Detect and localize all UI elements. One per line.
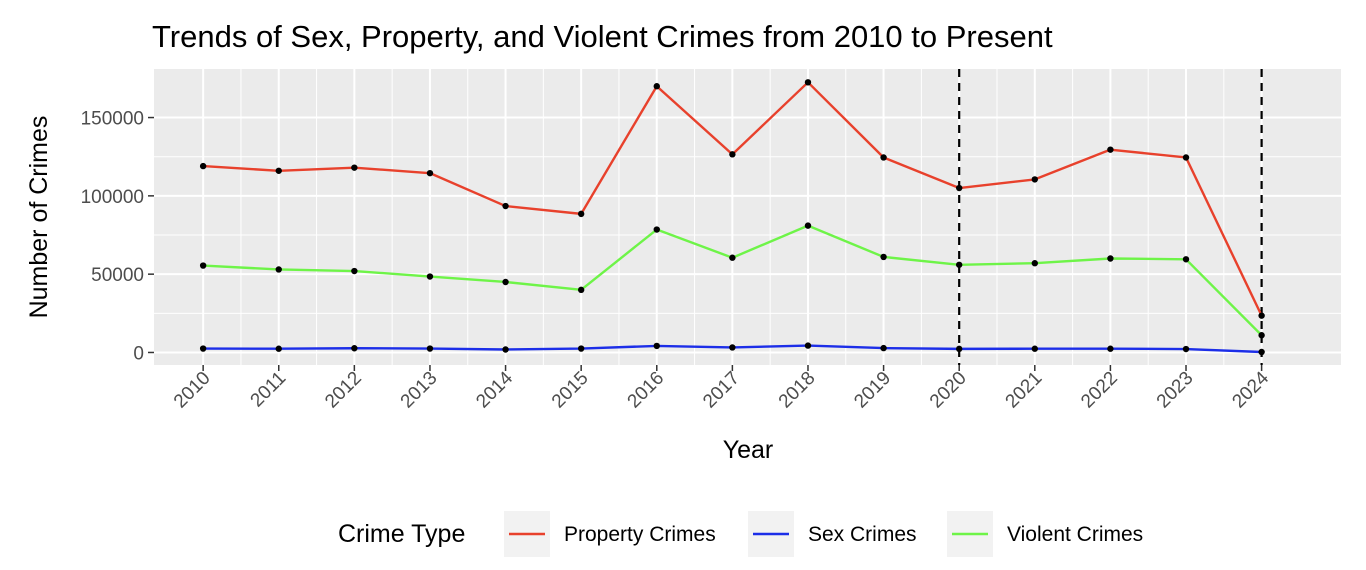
x-tick-label: 2021 bbox=[1002, 368, 1047, 413]
data-point-sex-crimes bbox=[275, 345, 282, 352]
y-tick-label: 0 bbox=[133, 343, 144, 364]
data-point-sex-crimes bbox=[1031, 345, 1038, 352]
x-tick-label: 2010 bbox=[170, 368, 215, 413]
data-point-violent-crimes bbox=[955, 261, 963, 268]
data-point-violent-crimes bbox=[880, 253, 887, 261]
data-point-property-crimes bbox=[1107, 146, 1114, 153]
data-point-sex-crimes bbox=[1182, 345, 1190, 353]
data-point-property-crimes bbox=[729, 151, 736, 158]
y-tick-label: 50000 bbox=[91, 265, 144, 286]
x-tick-label: 2016 bbox=[624, 368, 669, 413]
x-tick-label: 2015 bbox=[548, 368, 593, 413]
data-point-sex-crimes bbox=[351, 345, 358, 352]
legend-label-violent-crimes: Violent Crimes bbox=[1007, 523, 1143, 546]
data-point-sex-crimes bbox=[955, 345, 963, 353]
data-point-property-crimes bbox=[351, 164, 358, 171]
data-point-violent-crimes bbox=[199, 262, 207, 269]
data-point-sex-crimes bbox=[804, 342, 812, 349]
data-point-violent-crimes bbox=[804, 222, 812, 229]
x-tick-label: 2017 bbox=[699, 368, 744, 413]
data-point-violent-crimes bbox=[426, 273, 434, 280]
data-point-sex-crimes bbox=[199, 345, 207, 352]
data-point-property-crimes bbox=[1031, 176, 1038, 183]
data-point-violent-crimes bbox=[275, 266, 282, 273]
data-point-property-crimes bbox=[1182, 154, 1190, 161]
data-point-property-crimes bbox=[426, 169, 434, 177]
data-point-sex-crimes bbox=[577, 345, 585, 352]
data-point-sex-crimes bbox=[1258, 348, 1265, 356]
x-tick-label: 2014 bbox=[472, 367, 517, 412]
data-point-property-crimes bbox=[199, 162, 207, 170]
data-point-sex-crimes bbox=[653, 342, 660, 350]
legend-label-sex-crimes: Sex Crimes bbox=[808, 523, 917, 546]
reference-lines bbox=[958, 69, 1263, 365]
data-point-property-crimes bbox=[1258, 312, 1265, 319]
legend-title: Crime Type bbox=[338, 520, 465, 548]
x-tick-label: 2022 bbox=[1077, 368, 1122, 413]
data-point-violent-crimes bbox=[577, 286, 585, 294]
data-point-violent-crimes bbox=[653, 226, 660, 233]
data-point-violent-crimes bbox=[1107, 255, 1114, 262]
plot-panel bbox=[154, 69, 1341, 365]
data-point-property-crimes bbox=[955, 184, 963, 192]
y-tick-label: 150000 bbox=[81, 109, 144, 130]
data-point-sex-crimes bbox=[502, 346, 509, 353]
x-tick-label: 2019 bbox=[850, 368, 895, 413]
x-tick-label: 2024 bbox=[1228, 367, 1273, 412]
data-point-violent-crimes bbox=[502, 278, 509, 286]
x-tick-label: 2018 bbox=[775, 368, 820, 413]
legend: Crime Type Property Crimes Sex Crimes Viol… bbox=[338, 511, 1143, 557]
data-point-sex-crimes bbox=[880, 344, 887, 352]
data-point-property-crimes bbox=[880, 154, 887, 161]
data-point-violent-crimes bbox=[1182, 256, 1190, 263]
x-tick-label: 2013 bbox=[397, 368, 442, 413]
data-point-violent-crimes bbox=[351, 267, 358, 275]
x-tick-label: 2011 bbox=[247, 368, 291, 412]
x-axis: 2010 2011 2012 2013 2014 2015 2016 2017 2018 2019… bbox=[170, 365, 1273, 413]
y-tick-label: 100000 bbox=[81, 187, 144, 208]
y-axis-title: Number of Crimes bbox=[25, 116, 53, 319]
y-axis: 0 50000 100000 150000 bbox=[81, 109, 154, 364]
x-tick-label: 2023 bbox=[1153, 368, 1198, 413]
data-point-sex-crimes bbox=[426, 345, 434, 352]
chart-title: Trends of Sex, Property, and Violent Cri… bbox=[152, 19, 1053, 54]
data-point-sex-crimes bbox=[1107, 345, 1114, 352]
data-points bbox=[199, 79, 1265, 356]
data-point-property-crimes bbox=[275, 167, 282, 174]
legend-label-property-crimes: Property Crimes bbox=[564, 523, 716, 546]
data-point-property-crimes bbox=[502, 202, 509, 210]
x-tick-label: 2012 bbox=[321, 368, 366, 413]
x-axis-title: Year bbox=[723, 436, 774, 464]
data-point-sex-crimes bbox=[729, 344, 736, 351]
x-tick-label: 2020 bbox=[926, 368, 971, 413]
data-point-violent-crimes bbox=[729, 254, 736, 261]
data-point-violent-crimes bbox=[1031, 260, 1038, 267]
data-point-property-crimes bbox=[804, 79, 812, 86]
data-point-property-crimes bbox=[653, 83, 660, 90]
data-point-property-crimes bbox=[577, 210, 585, 218]
data-point-violent-crimes bbox=[1258, 332, 1265, 339]
